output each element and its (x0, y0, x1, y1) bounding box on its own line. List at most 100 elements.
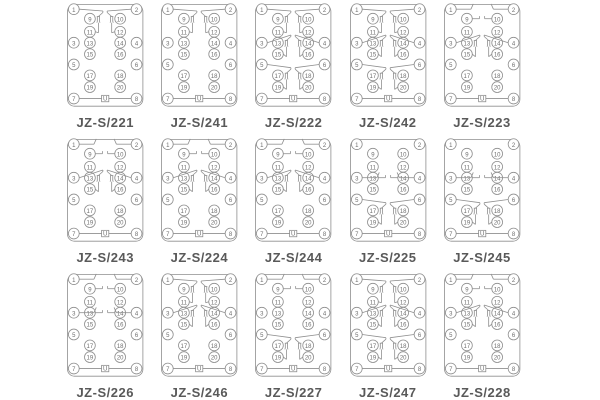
svg-text:U: U (103, 96, 107, 103)
svg-text:18: 18 (117, 74, 124, 80)
svg-text:17: 17 (463, 74, 470, 80)
svg-text:13: 13 (369, 176, 376, 182)
svg-text:11: 11 (464, 30, 471, 36)
svg-text:10: 10 (305, 17, 312, 23)
svg-text:20: 20 (494, 356, 501, 362)
svg-text:13: 13 (87, 311, 94, 317)
svg-text:17: 17 (87, 74, 94, 80)
svg-text:11: 11 (464, 165, 471, 171)
svg-text:19: 19 (463, 86, 470, 92)
svg-text:15: 15 (181, 53, 188, 59)
svg-text:15: 15 (369, 188, 376, 194)
svg-text:16: 16 (117, 323, 124, 329)
svg-text:18: 18 (211, 209, 218, 215)
svg-text:15: 15 (463, 188, 470, 194)
svg-text:17: 17 (181, 344, 188, 350)
svg-text:11: 11 (369, 165, 376, 171)
svg-text:14: 14 (399, 41, 406, 47)
svg-text:11: 11 (181, 30, 188, 36)
svg-text:12: 12 (399, 300, 406, 306)
svg-text:U: U (291, 366, 295, 373)
svg-text:17: 17 (369, 209, 376, 215)
svg-text:16: 16 (305, 188, 312, 194)
svg-text:14: 14 (117, 311, 124, 317)
svg-text:12: 12 (305, 30, 312, 36)
svg-text:20: 20 (494, 221, 501, 227)
svg-text:U: U (197, 231, 201, 238)
svg-text:10: 10 (305, 287, 312, 293)
svg-text:20: 20 (494, 86, 501, 92)
svg-text:14: 14 (211, 176, 218, 182)
svg-text:14: 14 (117, 176, 124, 182)
svg-text:12: 12 (399, 165, 406, 171)
svg-text:11: 11 (275, 300, 282, 306)
svg-text:14: 14 (494, 41, 501, 47)
svg-text:11: 11 (275, 30, 282, 36)
svg-text:14: 14 (305, 176, 312, 182)
svg-text:20: 20 (399, 86, 406, 92)
svg-text:15: 15 (87, 53, 94, 59)
svg-text:U: U (103, 366, 107, 373)
svg-text:19: 19 (463, 221, 470, 227)
svg-text:20: 20 (211, 221, 218, 227)
svg-text:10: 10 (399, 152, 406, 158)
svg-text:10: 10 (117, 17, 124, 23)
svg-text:14: 14 (399, 176, 406, 182)
svg-text:15: 15 (369, 323, 376, 329)
svg-text:12: 12 (494, 300, 501, 306)
svg-text:10: 10 (211, 17, 218, 23)
svg-text:13: 13 (275, 311, 282, 317)
svg-text:12: 12 (211, 165, 218, 171)
svg-text:10: 10 (211, 287, 218, 293)
svg-text:16: 16 (305, 53, 312, 59)
svg-text:12: 12 (494, 165, 501, 171)
svg-text:U: U (386, 231, 390, 238)
svg-text:12: 12 (305, 165, 312, 171)
svg-text:13: 13 (181, 41, 188, 47)
svg-text:20: 20 (399, 221, 406, 227)
svg-text:15: 15 (275, 53, 282, 59)
svg-text:13: 13 (369, 41, 376, 47)
svg-text:18: 18 (494, 74, 501, 80)
svg-text:20: 20 (211, 86, 218, 92)
svg-text:U: U (291, 231, 295, 238)
svg-text:11: 11 (87, 165, 94, 171)
svg-text:14: 14 (211, 311, 218, 317)
svg-text:15: 15 (275, 188, 282, 194)
svg-text:14: 14 (305, 311, 312, 317)
svg-text:16: 16 (305, 323, 312, 329)
svg-text:10: 10 (211, 152, 218, 158)
svg-text:17: 17 (87, 344, 94, 350)
svg-text:18: 18 (399, 74, 406, 80)
svg-text:17: 17 (181, 74, 188, 80)
svg-text:15: 15 (275, 323, 282, 329)
svg-text:U: U (480, 366, 484, 373)
svg-text:20: 20 (305, 86, 312, 92)
svg-text:17: 17 (181, 209, 188, 215)
svg-text:U: U (197, 96, 201, 103)
svg-text:14: 14 (494, 176, 501, 182)
svg-text:U: U (291, 96, 295, 103)
svg-text:17: 17 (275, 209, 282, 215)
svg-text:13: 13 (275, 176, 282, 182)
svg-text:13: 13 (181, 311, 188, 317)
svg-text:12: 12 (494, 30, 501, 36)
svg-text:11: 11 (181, 300, 188, 306)
svg-text:16: 16 (399, 53, 406, 59)
svg-text:13: 13 (463, 176, 470, 182)
svg-text:11: 11 (87, 30, 94, 36)
svg-text:17: 17 (87, 209, 94, 215)
svg-text:15: 15 (87, 188, 94, 194)
svg-text:12: 12 (399, 30, 406, 36)
svg-text:19: 19 (369, 86, 376, 92)
svg-text:12: 12 (117, 300, 124, 306)
svg-text:17: 17 (463, 209, 470, 215)
svg-text:12: 12 (117, 30, 124, 36)
svg-text:18: 18 (211, 344, 218, 350)
svg-text:10: 10 (494, 287, 501, 293)
svg-text:20: 20 (117, 356, 124, 362)
svg-text:13: 13 (275, 41, 282, 47)
svg-text:13: 13 (463, 41, 470, 47)
svg-text:15: 15 (463, 323, 470, 329)
svg-text:18: 18 (399, 209, 406, 215)
